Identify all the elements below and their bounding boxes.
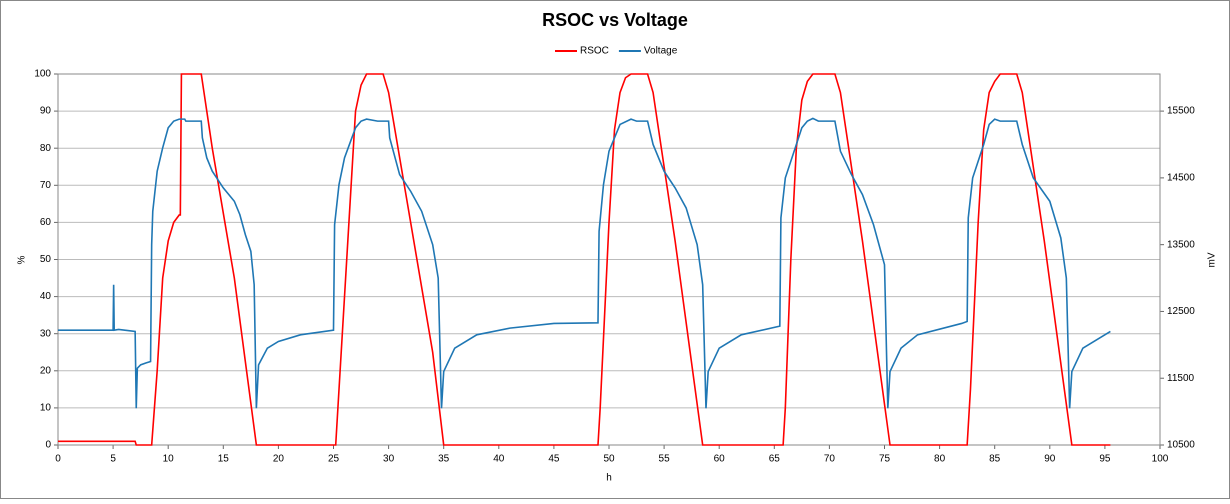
x-tick-label: 90 xyxy=(1044,454,1056,465)
x-tick-label: 0 xyxy=(55,454,61,465)
y2-tick-label: 13500 xyxy=(1167,239,1195,250)
x-tick-label: 10 xyxy=(163,454,175,465)
y2-tick-label: 12500 xyxy=(1167,306,1195,317)
x-tick-label: 55 xyxy=(659,454,671,465)
y-tick-label: 20 xyxy=(40,365,52,376)
y-tick-label: 60 xyxy=(40,217,52,228)
legend-label: RSOC xyxy=(580,46,609,57)
y-tick-label: 70 xyxy=(40,180,52,191)
x-tick-label: 100 xyxy=(1152,454,1169,465)
y2-axis-label: mV xyxy=(1207,252,1218,267)
x-tick-label: 80 xyxy=(934,454,946,465)
y2-tick-label: 11500 xyxy=(1167,373,1195,384)
y-tick-label: 0 xyxy=(45,440,51,451)
x-tick-label: 45 xyxy=(548,454,560,465)
x-tick-label: 60 xyxy=(714,454,726,465)
y-tick-label: 80 xyxy=(40,143,52,154)
x-tick-label: 95 xyxy=(1099,454,1111,465)
y2-tick-label: 14500 xyxy=(1167,173,1195,184)
x-tick-label: 65 xyxy=(769,454,781,465)
x-tick-label: 75 xyxy=(879,454,891,465)
y2-tick-label: 15500 xyxy=(1167,106,1195,117)
x-tick-label: 50 xyxy=(603,454,615,465)
y-tick-label: 100 xyxy=(34,69,51,80)
series-line xyxy=(58,117,1111,409)
y-tick-label: 90 xyxy=(40,106,52,117)
x-tick-label: 25 xyxy=(328,454,340,465)
series-line xyxy=(58,73,1111,446)
legend-label: Voltage xyxy=(644,46,678,57)
y-tick-label: 40 xyxy=(40,291,52,302)
x-tick-label: 40 xyxy=(493,454,505,465)
y-tick-label: 50 xyxy=(40,254,52,265)
x-tick-label: 85 xyxy=(989,454,1001,465)
x-tick-label: 15 xyxy=(218,454,230,465)
y2-tick-label: 10500 xyxy=(1167,440,1195,451)
x-tick-label: 70 xyxy=(824,454,836,465)
x-tick-label: 5 xyxy=(110,454,116,465)
y-axis-label: % xyxy=(17,255,28,264)
x-tick-label: 20 xyxy=(273,454,285,465)
y-tick-label: 10 xyxy=(40,403,52,414)
chart-title: RSOC vs Voltage xyxy=(542,10,688,30)
x-tick-label: 30 xyxy=(383,454,395,465)
x-axis-label: h xyxy=(606,473,612,484)
plot-area xyxy=(57,73,1161,446)
x-tick-label: 35 xyxy=(438,454,450,465)
y-tick-label: 30 xyxy=(40,328,52,339)
